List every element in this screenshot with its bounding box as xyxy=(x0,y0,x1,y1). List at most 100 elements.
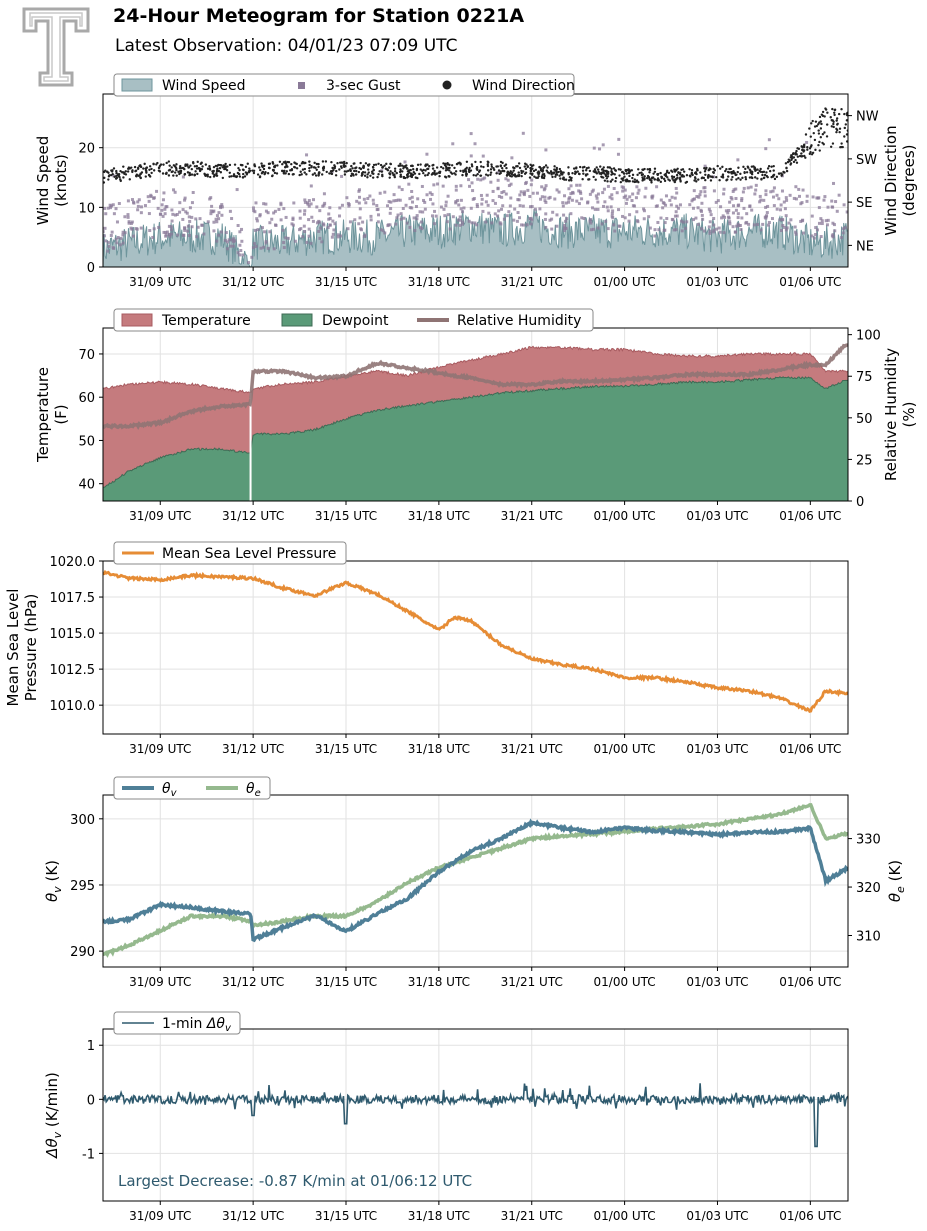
axis-label-line: (F) xyxy=(52,404,70,424)
series-gust-point xyxy=(396,213,400,217)
series-wind-direction-point xyxy=(620,177,623,180)
series-gust-point xyxy=(336,233,340,237)
series-wind-direction-point xyxy=(479,160,482,164)
legend-swatch xyxy=(298,82,305,89)
series-gust-point xyxy=(775,193,779,197)
series-gust-point xyxy=(217,217,221,221)
series-wind-direction-point xyxy=(285,170,288,173)
series-wind-direction-point xyxy=(528,176,532,179)
series-gust-point xyxy=(139,226,143,230)
series-wind-direction-point xyxy=(144,175,147,178)
series-wind-direction-point xyxy=(245,173,249,176)
series-wind-direction-point xyxy=(697,178,700,181)
panel-thermo: 31/09 UTC 31/12 UTC 31/15 UTC 31/18 UTC 31/2… xyxy=(34,308,918,523)
series-wind-direction-point xyxy=(656,177,660,180)
series-wind-direction-point xyxy=(603,179,607,182)
series-wind-direction-point xyxy=(123,172,126,176)
x-tick-label: 31/12 UTC xyxy=(222,509,284,523)
series-gust-point xyxy=(472,197,476,201)
series-wind-direction-point xyxy=(479,174,483,177)
series-gust-point xyxy=(766,204,770,208)
y-axis-label: Temperature(F) xyxy=(34,367,70,463)
series-wind-direction-point xyxy=(777,172,781,175)
series-wind-direction-point xyxy=(336,162,339,165)
series-gust-point xyxy=(622,186,626,190)
series-wind-direction-point xyxy=(510,172,513,176)
series-gust-point xyxy=(117,202,121,206)
series-gust-point xyxy=(770,217,774,221)
series-wind-direction-point xyxy=(128,167,131,170)
series-wind-direction-point xyxy=(238,168,241,172)
series-wind-direction-point xyxy=(267,162,271,166)
series-wind-direction-point xyxy=(235,175,239,178)
series-gust-point xyxy=(232,240,236,244)
series-wind-direction-point xyxy=(551,175,554,179)
series-gust-point xyxy=(460,220,464,224)
series-gust-point xyxy=(623,216,627,220)
axis-label-unit: (K) xyxy=(43,860,61,886)
series-wind-direction-point xyxy=(504,163,508,166)
series-gust-point xyxy=(634,196,638,200)
series-gust-point xyxy=(637,188,641,192)
series-wind-direction-point xyxy=(749,171,752,174)
series-wind-direction-point xyxy=(637,181,640,184)
series-gust-point xyxy=(255,217,259,221)
series-gust-point xyxy=(708,231,712,235)
series-gust-point xyxy=(264,241,268,245)
series-wind-direction-point xyxy=(705,166,708,170)
series-wind-direction-point xyxy=(536,176,540,180)
series-wind-direction-point xyxy=(690,171,694,175)
series-gust-point xyxy=(439,205,443,209)
series-gust-point xyxy=(401,206,405,210)
series-gust-point xyxy=(589,218,593,222)
series-gust-point xyxy=(772,204,776,208)
series-wind-direction-point xyxy=(338,168,341,171)
series-gust-point xyxy=(321,222,325,226)
series-wind-direction-point xyxy=(811,119,814,123)
series-wind-direction-point xyxy=(663,179,667,183)
series-wind-direction-point xyxy=(300,173,303,176)
series-wind-direction-point xyxy=(835,130,838,134)
series-wind-direction-point xyxy=(208,167,212,170)
series-wind-direction-point xyxy=(596,168,600,171)
series-gust-point xyxy=(610,214,614,218)
series-wind-direction-point xyxy=(233,175,237,178)
series-wind-direction-point xyxy=(419,163,422,166)
series-wind-direction-point xyxy=(372,163,376,167)
series-gust-point xyxy=(241,253,245,257)
series-gust-point xyxy=(358,195,362,199)
series-wind-direction-point xyxy=(366,163,370,167)
series-wind-direction-point xyxy=(190,173,194,176)
series-wind-direction-point xyxy=(246,162,249,165)
series-gust-point xyxy=(224,231,228,235)
series-gust-point xyxy=(617,208,621,212)
series-wind-direction-point xyxy=(513,173,517,176)
x-tick-label: 31/15 UTC xyxy=(315,509,377,523)
series-gust-point xyxy=(230,217,234,221)
series-wind-direction-point xyxy=(540,175,544,178)
series-wind-direction-point xyxy=(835,127,838,131)
series-gust-point xyxy=(784,196,788,200)
series-wind-direction-point xyxy=(512,169,515,172)
legend-label-subscript: e xyxy=(255,788,261,799)
series-gust-point xyxy=(284,215,288,219)
series-wind-direction-point xyxy=(795,161,799,164)
series-wind-direction-point xyxy=(843,112,846,116)
series-gust-point xyxy=(307,199,311,203)
series-gust-point xyxy=(772,186,776,190)
series-gust-point xyxy=(670,195,674,199)
series-gust-point xyxy=(699,209,703,213)
series-gust-point xyxy=(524,180,528,184)
series-gust-point xyxy=(129,221,133,225)
series-gust-point xyxy=(722,192,726,196)
series-wind-direction-point xyxy=(228,171,231,174)
series-wind-direction-point xyxy=(115,171,118,175)
series-gust-point xyxy=(700,213,704,217)
series-gust-point xyxy=(291,218,295,222)
series-wind-direction-point xyxy=(381,174,384,178)
series-gust-point xyxy=(176,233,180,237)
series-wind-direction-point xyxy=(480,165,483,168)
series-gust-point xyxy=(136,204,140,208)
series-wind-direction-point xyxy=(653,170,657,173)
series-gust-point xyxy=(810,214,814,218)
